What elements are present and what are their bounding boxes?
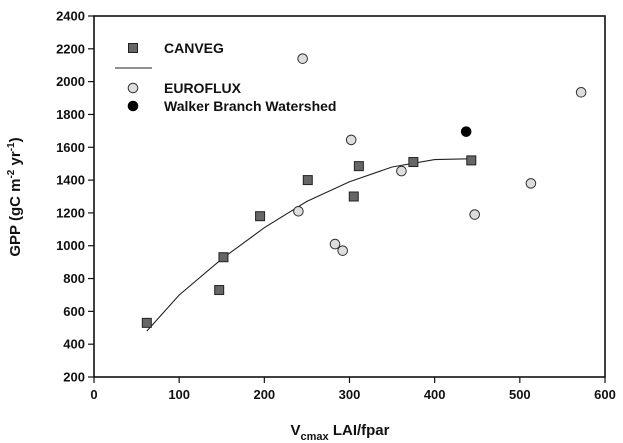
legend-symbol-euroflux xyxy=(127,82,139,94)
canveg-point xyxy=(218,252,229,263)
y-axis-title-mid: yr xyxy=(7,151,24,170)
euroflux-point xyxy=(396,165,407,177)
y-axis-title-sup2: -1 xyxy=(6,142,17,151)
x-axis-title: Vcmax LAI/fpar xyxy=(291,422,390,443)
y-axis-title-sup1: -2 xyxy=(6,169,17,178)
axis-ticks: 0 100 200 300 400 500 600 200 400 600 800 1000 1200 1… xyxy=(56,9,616,403)
y-tick-label: 200 xyxy=(63,370,85,385)
y-tick-label: 1800 xyxy=(56,107,85,122)
data-points-layer xyxy=(141,53,587,328)
legend-label: EUROFLUX xyxy=(164,80,242,96)
euroflux-point xyxy=(575,87,587,98)
legend-symbol-walker-branch xyxy=(127,100,139,112)
y-tick-label: 1400 xyxy=(56,173,85,188)
y-tick-label: 2400 xyxy=(56,9,85,24)
canveg-point xyxy=(353,161,364,172)
y-tick-label: 1000 xyxy=(56,238,85,253)
canveg-point xyxy=(255,211,266,222)
canveg-point xyxy=(302,175,313,186)
canveg-point xyxy=(466,155,477,166)
x-tick-label: 0 xyxy=(90,387,97,402)
euroflux-point xyxy=(337,245,348,256)
walker-branch-point xyxy=(460,126,472,137)
canveg-point xyxy=(214,285,225,296)
euroflux-point xyxy=(345,134,357,146)
fit-curve xyxy=(146,158,469,332)
y-tick-label: 1200 xyxy=(56,205,85,220)
x-axis-title-main: V xyxy=(291,422,301,439)
euroflux-point xyxy=(293,205,304,217)
x-tick-label: 600 xyxy=(594,387,616,402)
legend: CANVEG EUROFLUX Walker Branch Watershed xyxy=(115,40,336,114)
x-tick-label: 100 xyxy=(168,387,190,402)
x-tick-label: 400 xyxy=(424,387,446,402)
y-axis-title-end: ) xyxy=(7,137,24,142)
canveg-point xyxy=(408,157,419,168)
x-tick-label: 300 xyxy=(339,387,361,402)
x-axis-title-rest: LAI/fpar xyxy=(329,422,390,439)
y-tick-label: 400 xyxy=(63,337,85,352)
canveg-point xyxy=(348,191,359,202)
y-tick-label: 800 xyxy=(63,271,85,286)
fit-curve-layer xyxy=(146,158,469,332)
euroflux-point xyxy=(329,238,341,250)
canveg-point xyxy=(141,317,152,328)
euroflux-point xyxy=(297,53,308,64)
euroflux-point xyxy=(469,209,480,220)
x-axis-title-subscript: cmax xyxy=(301,431,330,443)
legend-label: Walker Branch Watershed xyxy=(164,98,336,114)
y-axis-title: GPP (gC m-2 yr-1) xyxy=(6,137,24,256)
y-tick-label: 2000 xyxy=(56,74,85,89)
y-tick-label: 600 xyxy=(63,304,85,319)
legend-label: CANVEG xyxy=(164,40,224,56)
x-tick-label: 200 xyxy=(253,387,275,402)
x-tick-label: 500 xyxy=(509,387,531,402)
y-axis-title-main: GPP (gC m xyxy=(7,179,24,257)
euroflux-point xyxy=(525,178,537,189)
y-tick-label: 2200 xyxy=(56,41,85,56)
y-tick-label: 1600 xyxy=(56,140,85,155)
legend-symbol-canveg xyxy=(128,43,138,53)
